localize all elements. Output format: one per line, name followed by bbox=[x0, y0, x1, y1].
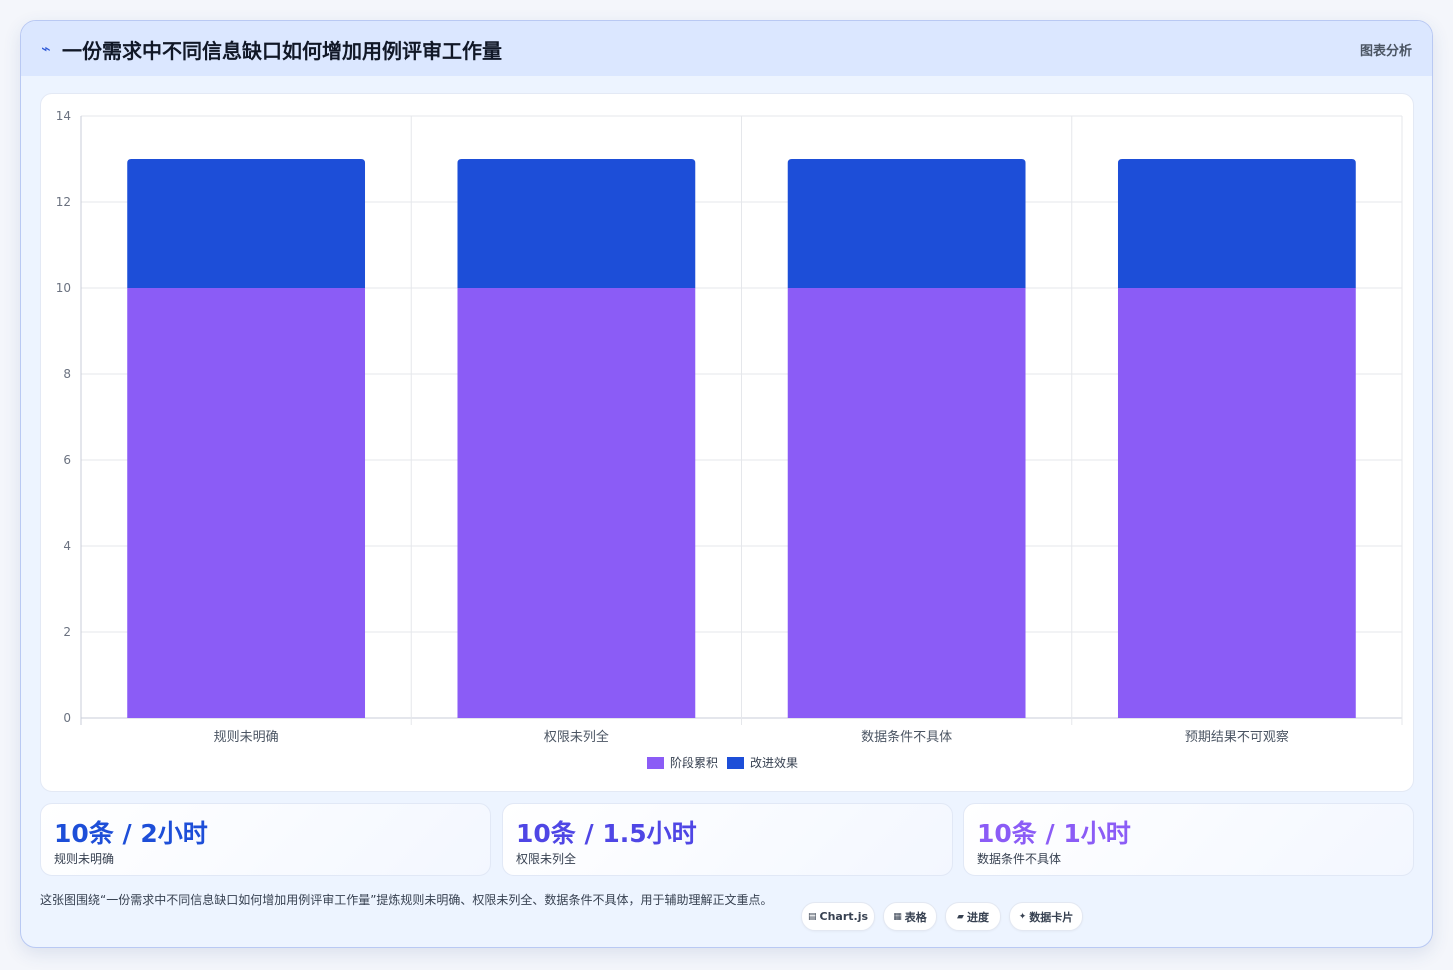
stat-label: 数据条件不具体 bbox=[977, 852, 1062, 866]
y-tick-label: 6 bbox=[63, 453, 71, 467]
tag-label: Chart.js bbox=[819, 910, 869, 923]
bar-segment-improvement bbox=[457, 159, 696, 288]
x-tick-label: 权限未列全 bbox=[544, 729, 609, 745]
bar-segment-accumulated bbox=[787, 288, 1026, 718]
y-tick-label: 0 bbox=[63, 711, 71, 725]
legend-label: 阶段累积 bbox=[670, 755, 718, 770]
sparkle-icon: ✦ bbox=[1018, 911, 1027, 922]
chart-analysis-label: 图表分析 bbox=[1359, 44, 1412, 59]
stat-value: 10条 / 1小时 bbox=[977, 819, 1131, 848]
stat-label: 规则未明确 bbox=[54, 852, 115, 866]
stat-value: 10条 / 2小时 bbox=[54, 819, 208, 848]
chart-panel: 0 2 4 6 8 10 12 14 规则未明确 权限未列全 数据条件不具体 预期结果不可观察阶段累积… bbox=[40, 93, 1414, 792]
bar-segment-improvement bbox=[1117, 159, 1356, 288]
y-tick-label: 10 bbox=[56, 281, 71, 295]
tag-data-card[interactable]: ✦ 数据卡片 bbox=[1009, 902, 1083, 931]
legend-swatch bbox=[647, 757, 664, 769]
y-tick-label: 8 bbox=[63, 367, 71, 381]
tag-label: 进度 bbox=[966, 910, 989, 924]
footer-description: 这张图围绕“一份需求中不同信息缺口如何增加用例评审工作量”提炼规则未明确、权限未… bbox=[40, 893, 773, 907]
progress-icon: ▰ bbox=[957, 911, 964, 922]
chart-icon: ▤ bbox=[807, 911, 817, 922]
x-tick-label: 数据条件不具体 bbox=[861, 729, 952, 745]
bar-segment-accumulated bbox=[457, 288, 696, 718]
card-title: 一份需求中不同信息缺口如何增加用例评审工作量 bbox=[62, 39, 502, 63]
bar-segment-improvement bbox=[787, 159, 1026, 288]
tag-table[interactable]: ▦ 表格 bbox=[883, 902, 937, 931]
stat-label: 权限未列全 bbox=[516, 852, 577, 866]
tag-label: 表格 bbox=[904, 910, 927, 924]
bar-segment-accumulated bbox=[1117, 288, 1356, 718]
chart-card: ⌁ 一份需求中不同信息缺口如何增加用例评审工作量 图表分析 0 2 4 6 8 10 12 1… bbox=[20, 20, 1433, 948]
stat-value: 10条 / 1.5小时 bbox=[516, 819, 697, 848]
y-tick-label: 12 bbox=[56, 195, 71, 209]
y-tick-label: 2 bbox=[63, 625, 71, 639]
x-tick-label: 预期结果不可观察 bbox=[1185, 730, 1289, 745]
card-header: ⌁ 一份需求中不同信息缺口如何增加用例评审工作量 图表分析 bbox=[21, 21, 1432, 76]
tag-progress[interactable]: ▰ 进度 bbox=[945, 902, 1001, 931]
stat-card-permissions: 10条 / 1.5小时 权限未列全 bbox=[502, 803, 953, 876]
pulse-icon: ⌁ bbox=[41, 39, 51, 58]
stat-card-data-conditions: 10条 / 1小时 数据条件不具体 bbox=[963, 803, 1414, 876]
stat-card-rules: 10条 / 2小时 规则未明确 bbox=[40, 803, 491, 876]
bar-segment-improvement bbox=[127, 159, 366, 288]
table-icon: ▦ bbox=[893, 911, 902, 922]
y-tick-label: 4 bbox=[63, 539, 71, 553]
bar-segment-accumulated bbox=[127, 288, 366, 718]
legend-swatch bbox=[727, 757, 744, 769]
y-tick-label: 14 bbox=[56, 109, 71, 123]
tag-chartjs[interactable]: ▤ Chart.js bbox=[801, 902, 875, 931]
stacked-bar-chart: 0 2 4 6 8 10 12 14 规则未明确 权限未列全 数据条件不具体 预期结果不可观察阶段累积… bbox=[56, 109, 1403, 770]
x-tick-label: 规则未明确 bbox=[214, 730, 279, 745]
legend-label: 改进效果 bbox=[750, 755, 798, 770]
tag-label: 数据卡片 bbox=[1029, 910, 1074, 924]
